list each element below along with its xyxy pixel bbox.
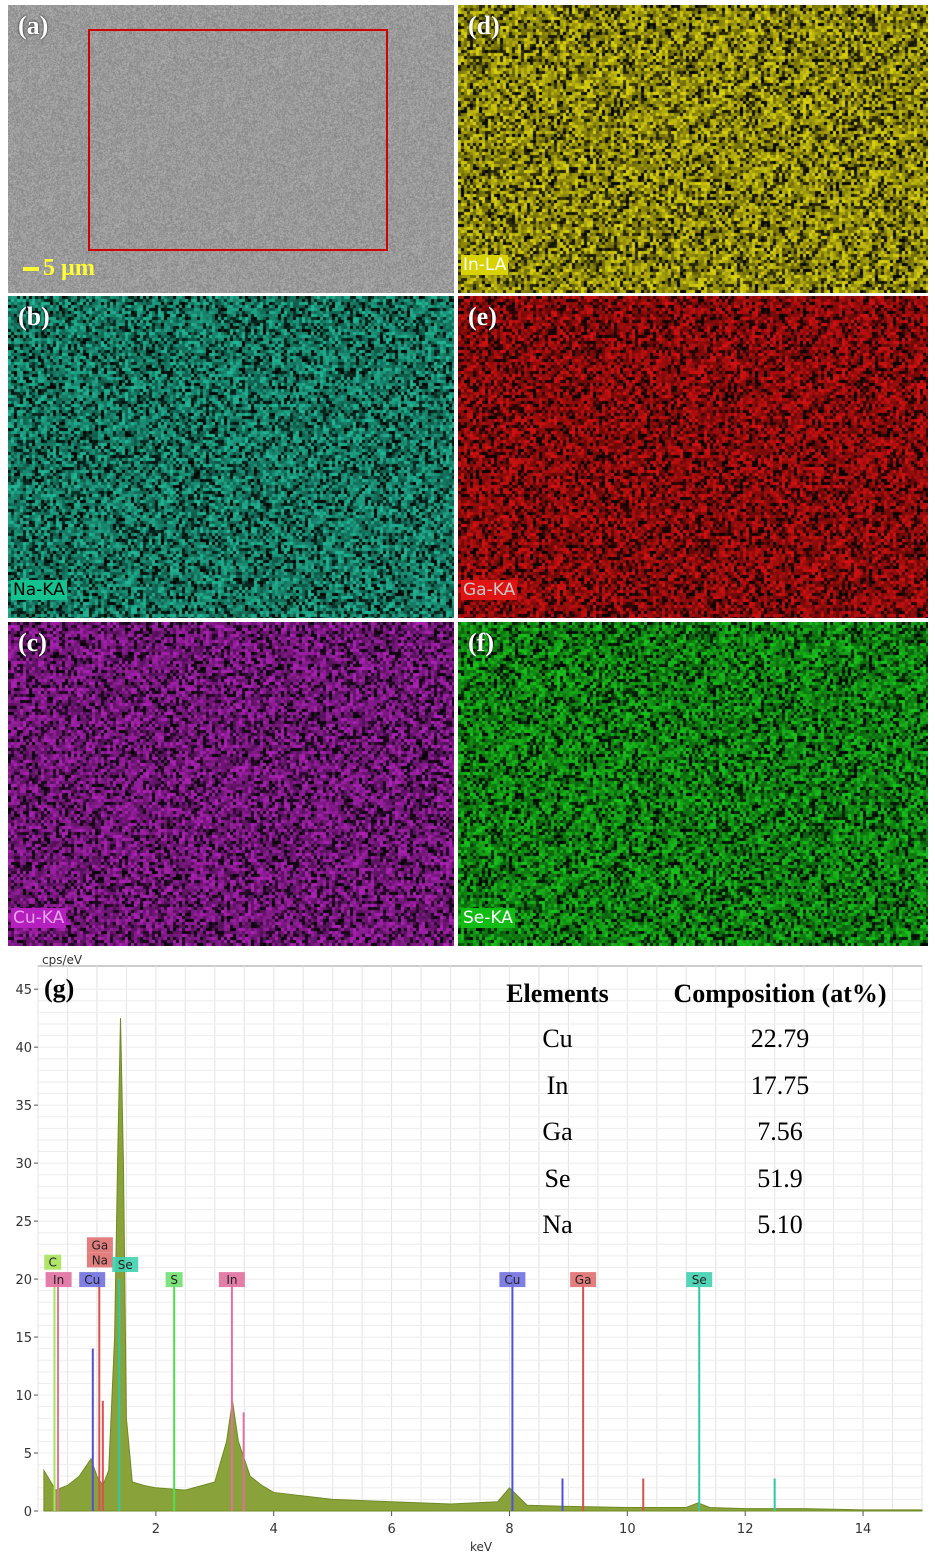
panel-letter-f: (f) xyxy=(468,628,494,657)
peak-label: In xyxy=(226,1273,237,1287)
peak-label-box xyxy=(218,1272,245,1288)
panel-letter-e: (e) xyxy=(468,302,497,331)
peak-label-box xyxy=(112,1257,139,1273)
composition-cell: 22.79 xyxy=(750,1024,810,1054)
element-cell: Na xyxy=(542,1210,573,1240)
x-axis-label: keV xyxy=(470,1540,493,1554)
x-tick-label: 10 xyxy=(619,1522,636,1537)
eds-map-na: (b) Na-KA xyxy=(8,296,454,618)
y-tick-label: 10 xyxy=(15,1389,32,1404)
y-axis-label: cps/eV xyxy=(42,953,83,967)
peak-label: S xyxy=(170,1273,178,1287)
composition-cell: 7.56 xyxy=(757,1117,803,1147)
scale-bar-label: 5 µm xyxy=(43,255,95,281)
sem-image-panel: (a) 5 µm xyxy=(8,5,454,293)
y-tick-label: 45 xyxy=(15,983,32,998)
eds-spectrum-chart: 0 5 10 15 20 25 30 35 40 45 2 4 6 8 10 12 14 cps/eV keV C In… xyxy=(15,953,923,1554)
eds-map-in: (d) In-LA xyxy=(458,5,928,293)
peak-label-box xyxy=(165,1272,183,1288)
peak-label: C xyxy=(49,1256,57,1270)
cu-map-image xyxy=(8,622,454,946)
x-tick-label: 12 xyxy=(737,1522,754,1537)
in-map-image xyxy=(458,5,928,293)
peak-label-box xyxy=(44,1254,62,1270)
table-row: Se 51.9 xyxy=(480,1156,925,1203)
element-cell: Se xyxy=(544,1163,571,1193)
ga-map-image xyxy=(458,296,928,618)
element-cell: Ga xyxy=(542,1117,573,1147)
peak-label: Ga xyxy=(575,1273,592,1287)
peak-label-box xyxy=(499,1272,526,1288)
element-cell: Cu xyxy=(542,1024,573,1054)
panel-letter-a: (a) xyxy=(18,11,49,40)
panel-letter-c: (c) xyxy=(18,628,47,657)
peak-label: Se xyxy=(692,1273,707,1287)
peak-label: Cu xyxy=(504,1273,520,1287)
mapping-region-box xyxy=(88,29,388,251)
y-tick-label: 25 xyxy=(15,1215,32,1230)
composition-cell: 5.10 xyxy=(757,1210,803,1240)
x-tick-label: 2 xyxy=(152,1522,160,1537)
peak-label: In xyxy=(53,1273,64,1287)
element-label-se: Se-KA xyxy=(461,908,515,928)
table-row: Cu 22.79 xyxy=(480,1016,925,1063)
composition-header: Composition (at%) xyxy=(673,979,887,1008)
composition-cell: 51.9 xyxy=(757,1163,803,1193)
peak-label-box xyxy=(686,1272,713,1288)
peak-label: Na xyxy=(92,1253,108,1267)
y-tick-label: 30 xyxy=(15,1157,32,1172)
eds-map-se: (f) Se-KA xyxy=(458,622,928,946)
y-tick-label: 0 xyxy=(24,1505,32,1520)
element-label-na: Na-KA xyxy=(11,580,67,600)
table-row: Na 5.10 xyxy=(480,1202,925,1249)
scale-bar xyxy=(23,267,39,271)
element-label-in: In-LA xyxy=(461,255,509,275)
x-tick-label: 6 xyxy=(387,1522,395,1537)
se-map-image xyxy=(458,622,928,946)
eds-spectrum-panel: 0 5 10 15 20 25 30 35 40 45 2 4 6 8 10 12 14 cps/eV keV C In… xyxy=(0,952,935,1557)
y-tick-label: 15 xyxy=(15,1331,32,1346)
eds-map-cu: (c) Cu-KA xyxy=(8,622,454,946)
eds-map-ga: (e) Ga-KA xyxy=(458,296,928,618)
element-label-ga: Ga-KA xyxy=(461,580,518,600)
y-tick-label: 20 xyxy=(15,1273,32,1288)
peak-label-box xyxy=(86,1252,113,1268)
elements-header: Elements xyxy=(506,979,609,1008)
composition-cell: 17.75 xyxy=(750,1070,810,1100)
table-row: Ga 7.56 xyxy=(480,1109,925,1156)
peak-label: Cu xyxy=(84,1273,100,1287)
na-map-image xyxy=(8,296,454,618)
peak-label: Se xyxy=(118,1258,133,1272)
peak-label: Ga xyxy=(92,1238,109,1252)
sem-micrograph xyxy=(8,5,454,293)
y-tick-label: 40 xyxy=(15,1041,32,1056)
composition-table: Elements Composition (at%) Cu 22.79 In 1… xyxy=(480,972,925,1249)
x-tick-label: 8 xyxy=(505,1522,513,1537)
x-tick-label: 14 xyxy=(855,1522,872,1537)
panel-letter-g: (g) xyxy=(44,974,75,1003)
panel-letter-d: (d) xyxy=(468,11,500,40)
element-label-cu: Cu-KA xyxy=(11,908,67,928)
y-tick-label: 35 xyxy=(15,1099,32,1114)
peak-label-box xyxy=(570,1272,597,1288)
x-tick-label: 4 xyxy=(270,1522,278,1537)
peak-label-box xyxy=(86,1237,113,1253)
panel-letter-b: (b) xyxy=(18,302,50,331)
element-cell: In xyxy=(546,1070,569,1100)
peak-label-box xyxy=(79,1272,106,1288)
y-tick-label: 5 xyxy=(24,1447,32,1462)
composition-table-header: Elements Composition (at%) xyxy=(480,972,925,1016)
peak-label-box xyxy=(45,1272,72,1288)
table-row: In 17.75 xyxy=(480,1063,925,1110)
